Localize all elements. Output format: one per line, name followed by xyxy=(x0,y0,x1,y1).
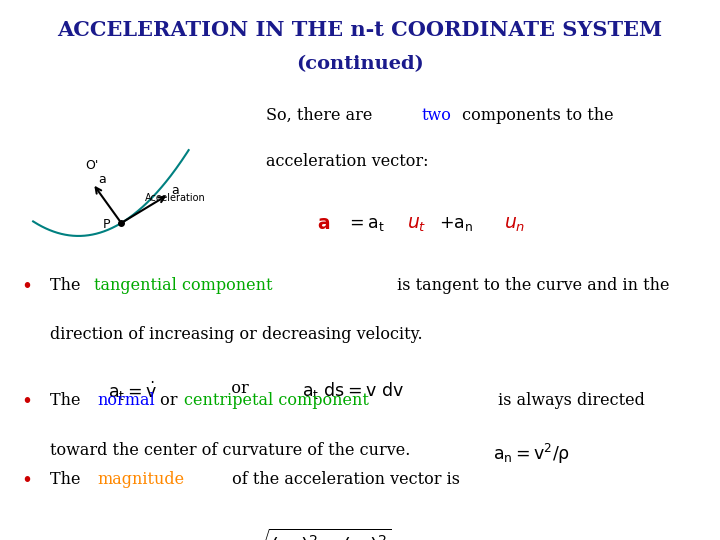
Text: two: two xyxy=(421,107,451,124)
Text: So, there are: So, there are xyxy=(266,107,378,124)
Text: •: • xyxy=(22,471,32,490)
Text: $+ \mathrm{a_n}$: $+ \mathrm{a_n}$ xyxy=(439,214,473,233)
Text: Dynamics, Fourteenth Edition: Dynamics, Fourteenth Edition xyxy=(101,501,235,510)
Text: normal: normal xyxy=(97,392,155,409)
Text: direction of increasing or decreasing velocity.: direction of increasing or decreasing ve… xyxy=(50,326,423,343)
Text: $\mathrm{a_t\ ds = v\ dv}$: $\mathrm{a_t\ ds = v\ dv}$ xyxy=(302,380,404,401)
Text: magnitude: magnitude xyxy=(97,471,184,488)
Text: a: a xyxy=(171,184,179,197)
Text: Acceleration: Acceleration xyxy=(145,193,205,204)
Text: Copyright ©2016 by Pearson Education, Inc.: Copyright ©2016 by Pearson Education, In… xyxy=(518,501,720,510)
Text: $\mathit{u}_\mathit{t}$: $\mathit{u}_\mathit{t}$ xyxy=(407,214,426,234)
Text: PEARSON: PEARSON xyxy=(594,506,698,525)
Text: (continued): (continued) xyxy=(296,55,424,73)
Text: The: The xyxy=(50,276,86,294)
Text: components to the: components to the xyxy=(457,107,614,124)
Text: is tangent to the curve and in the: is tangent to the curve and in the xyxy=(392,276,670,294)
Text: •: • xyxy=(22,276,32,295)
Text: R.C. Hibbeler: R.C. Hibbeler xyxy=(101,522,160,531)
Text: acceleration vector:: acceleration vector: xyxy=(266,153,429,170)
Text: is always directed: is always directed xyxy=(493,392,645,409)
Text: centripetal component: centripetal component xyxy=(184,392,369,409)
Text: tangential component: tangential component xyxy=(94,276,272,294)
Text: a: a xyxy=(98,173,106,186)
Text: $= \mathrm{a_t}$: $= \mathrm{a_t}$ xyxy=(346,214,384,233)
Text: $\mathrm{a_t = \dot{v}}$: $\mathrm{a_t = \dot{v}}$ xyxy=(108,380,157,403)
Text: •: • xyxy=(22,392,32,411)
Text: of the acceleration vector is: of the acceleration vector is xyxy=(227,471,460,488)
Text: or: or xyxy=(216,380,264,397)
Text: $\mathrm{a} = \sqrt{(\mathrm{a_n})^2+(\mathrm{a_t})^2}$: $\mathrm{a} = \sqrt{(\mathrm{a_n})^2+(\m… xyxy=(216,526,392,540)
Text: ACCELERATION IN THE n-t COORDINATE SYSTEM: ACCELERATION IN THE n-t COORDINATE SYSTE… xyxy=(58,20,662,40)
Text: O': O' xyxy=(85,159,99,172)
Text: All rights reserved.: All rights reserved. xyxy=(518,522,604,531)
Text: $\mathrm{a_n = v^2/\rho}$: $\mathrm{a_n = v^2/\rho}$ xyxy=(493,442,570,466)
Text: The: The xyxy=(50,392,86,409)
Text: ALWAYS LEARNING: ALWAYS LEARNING xyxy=(14,501,95,510)
Text: $\mathbf{a}$: $\mathbf{a}$ xyxy=(317,214,330,233)
Text: or: or xyxy=(155,392,182,409)
Text: P: P xyxy=(103,218,111,231)
Text: $\mathit{u}_\mathit{n}$: $\mathit{u}_\mathit{n}$ xyxy=(504,214,526,234)
Text: toward the center of curvature of the curve.: toward the center of curvature of the cu… xyxy=(50,442,426,459)
Text: The: The xyxy=(50,471,86,488)
